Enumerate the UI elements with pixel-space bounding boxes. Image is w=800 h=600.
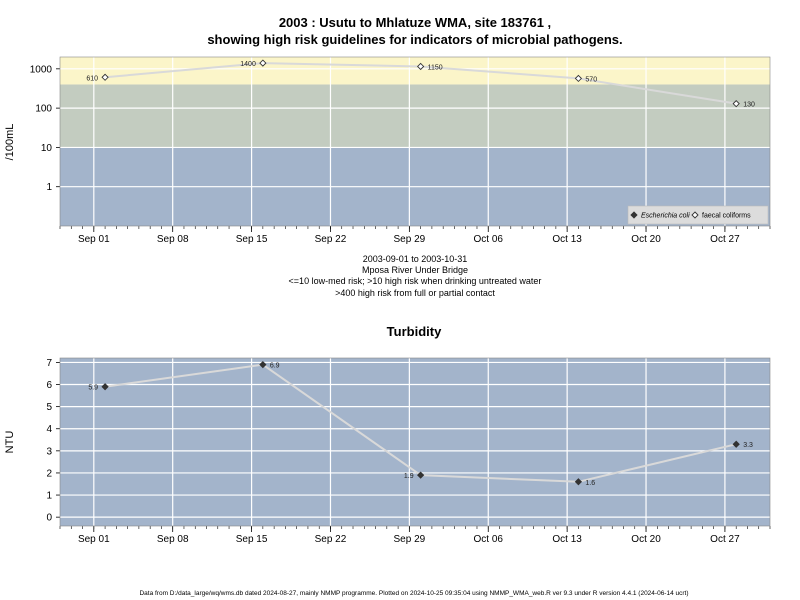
microbial-chart-panel: Sep 01 Sep 08 Sep 15 Sep 22 Sep 29 Oct 06 Oct … [4,56,771,245]
data-point [101,383,109,391]
x-tick-label: Oct 13 [552,234,582,245]
data-point [574,74,583,83]
y-tick-label: 1 [46,182,52,193]
data-label: 1150 [428,64,443,71]
y-tick-label: 100 [35,104,52,115]
x-tick-label: Sep 22 [315,234,347,245]
data-label: 130 [743,102,755,109]
x-tick-label: Oct 20 [631,234,661,245]
caption-risk-contact: >400 high risk from full or partial cont… [335,288,495,298]
data-point [574,478,583,486]
x-tick-label: Sep 08 [157,234,189,245]
data-point [259,59,267,67]
data-label: 1400 [240,61,256,68]
y-tick-label: 2 [46,468,52,479]
data-label: 5.9 [88,385,98,392]
x-tick-label: Sep 01 [78,534,110,545]
y-tick-label: 1000 [30,64,53,75]
data-label: 610 [86,75,98,82]
data-point [101,73,109,81]
plot-frame [59,56,771,227]
data-point [416,62,425,71]
x-tick-label: Oct 13 [552,534,582,545]
risk-band-mid-band [60,84,770,148]
caption-site-name: Mposa River Under Bridge [362,265,468,275]
data-label: 570 [585,76,597,83]
x-tick-label: Sep 29 [394,234,426,245]
y-tick-label: 5 [46,402,52,413]
y-axis-label: NTU [4,431,16,454]
plot-frame [59,357,771,527]
chart-legend: Escherichia coli faecal coliforms [627,205,769,225]
chart-title-line2: showing high risk guidelines for indicat… [207,32,622,47]
data-point [259,360,267,369]
x-tick-label: Sep 22 [315,534,347,545]
x-tick-label: Sep 08 [157,534,189,545]
y-tick-label: 10 [41,143,53,154]
x-tick-label: Sep 15 [236,534,268,545]
x-tick-label: Oct 27 [710,534,740,545]
chart-title-line1: 2003 : Usutu to Mhlatuze WMA, site 18376… [279,15,551,30]
turbidity-chart-panel: Sep 01 Sep 08 Sep 15 Sep 22 Sep 29 Oct 06 Oct … [4,357,771,545]
y-tick-label: 0 [46,513,52,524]
x-tick-label: Oct 20 [631,534,661,545]
footer-note: Data from D:/data_large/wq/wms.db dated … [139,590,688,597]
y-tick-label: 7 [46,358,52,369]
x-tick-label: Oct 06 [474,534,504,545]
x-tick-label: Sep 15 [236,234,268,245]
x-tick-label: Oct 06 [474,234,504,245]
plot-background [60,358,770,526]
y-tick-label: 1 [46,491,52,502]
legend-label: Escherichia coli [641,213,690,220]
y-tick-label: 4 [46,424,52,435]
data-label: 3.3 [743,442,753,449]
turbidity-chart-title: Turbidity [387,324,442,339]
legend-label: faecal coliforms [702,213,751,220]
y-axis-label: /100mL [4,124,16,161]
caption-date-range: 2003-09-01 to 2003-10-31 [363,254,468,264]
x-tick-label: Oct 27 [710,234,740,245]
y-tick-label: 3 [46,446,52,457]
risk-band-high-band [60,57,770,85]
data-point [416,471,425,479]
data-point [732,440,740,448]
legend-marker [630,211,638,219]
data-label: 6.9 [270,363,280,370]
x-tick-label: Sep 01 [78,234,110,245]
caption-risk-drinking: <=10 low-med risk; >10 high risk when dr… [289,276,542,286]
legend-marker [691,211,699,219]
x-tick-label: Sep 29 [394,534,426,545]
data-label: 1.9 [404,473,414,480]
data-point [732,100,740,108]
data-label: 1.6 [585,480,595,487]
y-tick-label: 6 [46,380,52,391]
